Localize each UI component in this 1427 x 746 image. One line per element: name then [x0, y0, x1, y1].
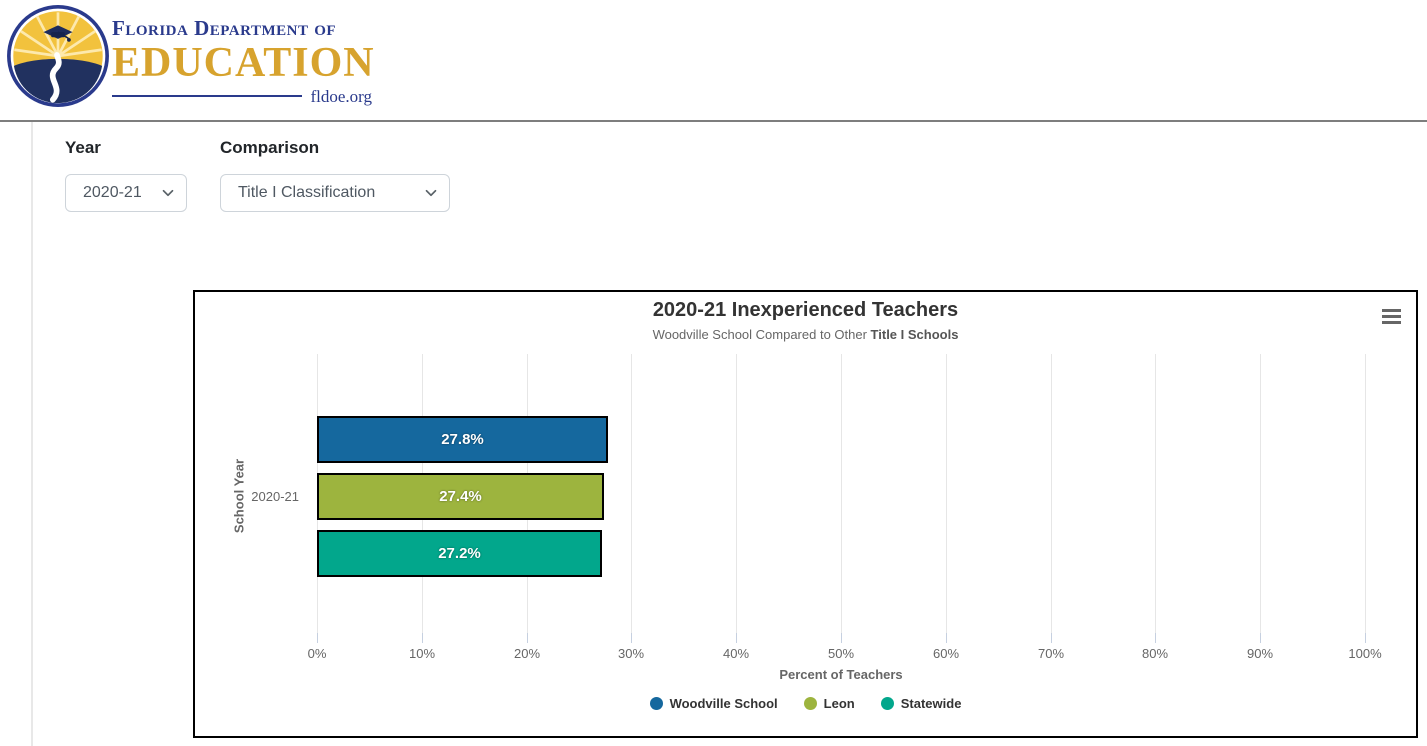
x-axis-tick: [1051, 633, 1052, 643]
hamburger-menu-icon[interactable]: [1379, 305, 1403, 327]
x-axis-tick-label: 0%: [307, 646, 327, 661]
comparison-select[interactable]: Title I Classification: [220, 174, 450, 212]
bar-woodville-school: 27.8%: [317, 416, 608, 463]
fldoe-seal-logo-icon: [7, 5, 109, 107]
content-left-border: [31, 122, 33, 746]
logo-domain-row: fldoe.org: [112, 87, 372, 107]
bar-statewide: 27.2%: [317, 530, 602, 577]
logo-department-line: Florida Department of: [112, 16, 337, 40]
logo-rule-line: [112, 95, 303, 98]
y-axis-category-label: 2020-21: [251, 489, 299, 504]
x-axis-tick: [946, 633, 947, 643]
year-filter-label: Year: [65, 138, 101, 157]
x-axis-title: Percent of Teachers: [779, 667, 903, 682]
x-axis-tick-label: 50%: [827, 646, 855, 661]
gridline: [736, 354, 737, 642]
x-axis-tick-label: 90%: [1246, 646, 1274, 661]
chart-subtitle-regular: Woodville School Compared to Other: [652, 327, 871, 342]
legend-item-leon[interactable]: Leon: [803, 696, 855, 711]
bar-data-label: 27.8%: [441, 431, 484, 448]
x-axis-tick: [1365, 633, 1366, 643]
logo-text: Florida Department of EDUCATION fldoe.or…: [112, 16, 375, 107]
x-axis-tick: [736, 633, 737, 643]
legend-marker-icon: [649, 697, 663, 710]
chart-subtitle-bold: Title I Schools: [870, 327, 959, 342]
gridline: [1051, 354, 1052, 642]
chart-title: 2020-21 Inexperienced Teachers: [652, 299, 959, 321]
x-axis-tick: [1155, 633, 1156, 643]
legend-marker-icon: [880, 697, 894, 710]
x-axis-tick-label: 60%: [932, 646, 960, 661]
x-axis-tick: [631, 633, 632, 643]
x-axis-tick-label: 70%: [1037, 646, 1065, 661]
legend-marker-icon: [803, 697, 817, 710]
x-axis-tick: [1260, 633, 1261, 643]
gridline: [631, 354, 632, 642]
x-axis-tick-label: 30%: [617, 646, 645, 661]
bar-leon: 27.4%: [317, 473, 604, 520]
gridline: [1365, 354, 1366, 642]
x-axis-tick-label: 100%: [1348, 646, 1382, 661]
header: Florida Department of EDUCATION fldoe.or…: [0, 0, 1427, 120]
x-axis-tick-label: 80%: [1141, 646, 1169, 661]
legend-label: Leon: [823, 696, 855, 711]
header-divider-line: [0, 120, 1427, 122]
x-axis-tick: [841, 633, 842, 643]
comparison-select-value: Title I Classification: [238, 184, 376, 201]
plot-area: 27.8% 27.4% 27.2%: [317, 354, 1366, 643]
x-axis-tick: [317, 633, 318, 643]
legend-label: Statewide: [900, 696, 962, 711]
bar-data-label: 27.2%: [438, 545, 481, 562]
gridline: [841, 354, 842, 642]
comparison-filter-label: Comparison: [220, 138, 320, 157]
legend-item-woodville-school[interactable]: Woodville School: [649, 696, 778, 711]
x-axis-tick: [422, 633, 423, 643]
year-select-value: 2020-21: [83, 184, 142, 201]
bar-data-label: 27.4%: [439, 488, 482, 505]
gridline: [946, 354, 947, 642]
chart-legend: Woodville School Leon Statewide: [195, 696, 1416, 711]
chart-card: 2020-21 Inexperienced Teachers Woodville…: [193, 290, 1418, 738]
x-axis-tick-label: 20%: [513, 646, 541, 661]
chevron-down-icon: [162, 189, 174, 197]
chart-subtitle: Woodville School Compared to Other Title…: [195, 327, 1416, 342]
logo-domain-text: fldoe.org: [310, 87, 372, 107]
legend-item-statewide[interactable]: Statewide: [880, 696, 962, 711]
legend-label: Woodville School: [669, 696, 778, 711]
chevron-down-icon: [425, 189, 437, 197]
gridline: [1155, 354, 1156, 642]
year-select[interactable]: 2020-21: [65, 174, 187, 212]
gridline: [1260, 354, 1261, 642]
x-axis-tick-label: 40%: [722, 646, 750, 661]
x-axis-tick: [527, 633, 528, 643]
x-axis-tick-label: 10%: [408, 646, 436, 661]
logo-education-line: EDUCATION: [112, 40, 375, 86]
